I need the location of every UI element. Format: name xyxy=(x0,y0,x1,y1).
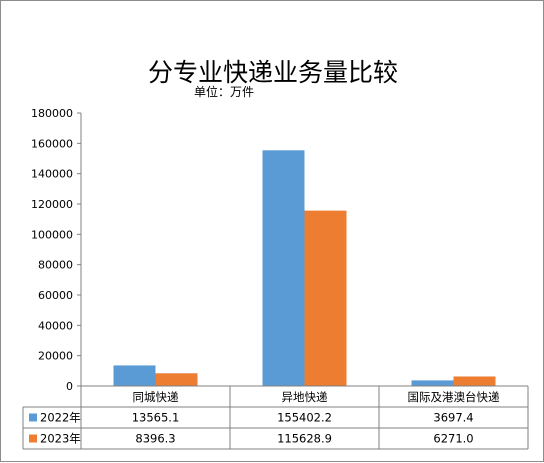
y-tick-label: 140000 xyxy=(31,168,73,181)
series-name: 2023年 xyxy=(40,432,81,446)
y-tick-label: 160000 xyxy=(31,137,73,150)
y-tick-label: 120000 xyxy=(31,198,73,211)
data-label: 3697.4 xyxy=(433,411,473,425)
y-axis: 0 20000 40000 60000 80000 100000 120000 140000 1… xyxy=(31,107,82,393)
y-tick-label: 60000 xyxy=(38,289,73,302)
data-label: 155402.2 xyxy=(277,411,332,425)
data-table: 同城快递 异地快递 国际及港澳台快递 2022年 13565.1 155402.2 3697… xyxy=(22,385,529,450)
legend-key xyxy=(29,434,37,443)
y-tick-label: 40000 xyxy=(38,319,73,332)
y-tick-label: 180000 xyxy=(31,107,73,120)
category-label: 同城快递 xyxy=(133,390,179,404)
bar-1-3 xyxy=(411,380,454,386)
plot-bars xyxy=(113,150,496,386)
y-tick-label: 0 xyxy=(66,380,73,393)
data-label: 13565.1 xyxy=(132,411,180,425)
y-tick-label: 80000 xyxy=(38,259,73,272)
legend-key xyxy=(29,413,37,422)
category-label: 异地快递 xyxy=(282,390,328,404)
bar-2-1 xyxy=(155,373,198,386)
y-tick-label: 20000 xyxy=(38,350,73,363)
category-label: 国际及港澳台快递 xyxy=(408,390,500,404)
data-label: 8396.3 xyxy=(135,432,175,446)
bar-2-3 xyxy=(453,376,496,386)
series-name: 2022年 xyxy=(40,411,81,425)
data-label: 6271.0 xyxy=(433,432,473,446)
bar-2-2 xyxy=(304,210,347,386)
chart-title: 分专业快递业务量比较 xyxy=(148,58,398,87)
data-label: 115628.9 xyxy=(277,432,332,446)
y-tick-label: 100000 xyxy=(31,228,73,241)
bar-1-1 xyxy=(113,365,156,386)
bar-1-2 xyxy=(262,150,305,386)
unit-label: 单位：万件 xyxy=(194,84,254,99)
